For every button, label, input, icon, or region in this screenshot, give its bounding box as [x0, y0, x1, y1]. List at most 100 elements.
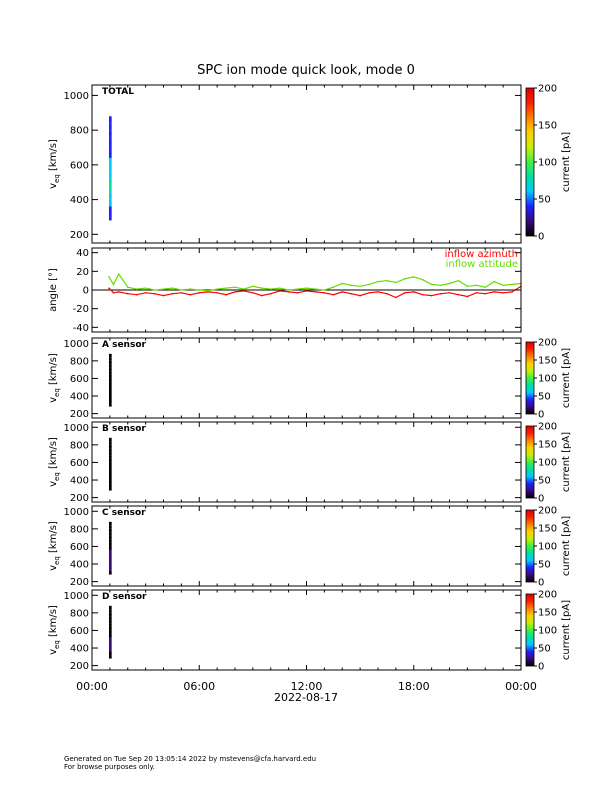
heatmap-cell: [108, 437, 112, 442]
heatmap-cell: [108, 605, 112, 610]
heatmap-cell: [108, 364, 112, 368]
series-point: [108, 287, 110, 289]
series-point: [252, 285, 254, 288]
series-point: [502, 292, 504, 294]
series-point: [135, 288, 138, 290]
series-line-1: [108, 272, 522, 292]
heatmap-cell: [108, 609, 112, 613]
panel-label: D sensor: [102, 592, 147, 602]
series-point: [412, 291, 415, 293]
y-tick-label: 400: [70, 392, 89, 403]
heatmap-cell: [108, 213, 112, 221]
series-point: [278, 290, 281, 292]
series-point: [118, 273, 120, 275]
y-tick-label: 800: [70, 524, 89, 535]
series-point: [112, 292, 115, 294]
colorbar-tick-label: 50: [538, 476, 551, 487]
plot-area: [92, 422, 521, 502]
colorbar-tick-label: 100: [538, 542, 557, 553]
series-point: [126, 292, 129, 295]
series-point: [350, 292, 352, 295]
y-axis-label-rest: [km/s]: [48, 353, 59, 388]
y-tick-label: 1000: [64, 423, 89, 434]
heatmap-cell: [108, 178, 112, 186]
series-point: [225, 287, 227, 289]
heatmap-cell: [108, 371, 112, 375]
y-axis-label-rest: [km/s]: [48, 521, 59, 556]
series-point: [144, 292, 147, 294]
heatmap-cell: [108, 480, 112, 484]
series-point: [108, 276, 110, 278]
y-axis-label-main: v: [48, 649, 59, 655]
heatmap-cell: [108, 535, 112, 540]
heatmap-cell: [108, 353, 112, 358]
series-point: [278, 287, 281, 289]
y-axis-label-rest: [km/s]: [48, 605, 59, 640]
series-point: [135, 293, 138, 296]
series-point: [171, 287, 174, 289]
heatmap-cell: [108, 451, 112, 456]
series-point: [359, 294, 361, 297]
y-tick-label: 600: [70, 160, 89, 171]
colorbar-tick-label: 50: [538, 392, 551, 403]
series-point: [404, 278, 406, 280]
colorbar-tick-label: 0: [538, 662, 544, 673]
heatmap-cell: [108, 640, 112, 645]
heatmap-cell: [108, 626, 112, 631]
y-axis-label-sub: eq: [53, 556, 61, 565]
heatmap-cell: [108, 157, 112, 165]
series-point: [457, 279, 460, 282]
y-axis-label-main: v: [48, 565, 59, 571]
heatmap-cell: [108, 388, 112, 393]
colorbar-tick-label: 150: [538, 524, 557, 535]
plot-area: [92, 85, 521, 243]
heatmap-cell: [108, 458, 112, 463]
y-axis-label-main: v: [48, 183, 59, 189]
series-point: [395, 281, 397, 284]
heatmap-cell: [108, 637, 112, 641]
heatmap-cell: [108, 623, 112, 627]
panel-label: C sensor: [102, 508, 146, 518]
series-point: [305, 287, 308, 289]
series-point: [395, 296, 397, 299]
plot-area: [92, 338, 521, 418]
heatmap-cell: [108, 644, 112, 649]
heatmap-cell: [108, 185, 112, 193]
y-tick-label: 200: [70, 577, 89, 588]
series-point: [377, 280, 379, 283]
y-axis-label-rest: [km/s]: [48, 437, 59, 472]
heatmap-cell: [108, 630, 112, 634]
series-point: [448, 292, 451, 294]
y-tick-label: 400: [70, 195, 89, 206]
series-point: [511, 291, 513, 293]
heatmap-cell: [108, 476, 112, 481]
series-point: [448, 282, 451, 285]
plot-area: [92, 506, 521, 586]
series-point: [323, 292, 326, 294]
heatmap-cell: [108, 546, 112, 550]
y-tick-label: 400: [70, 644, 89, 655]
series-point: [305, 290, 308, 292]
series-point: [198, 292, 201, 294]
heatmap-cell: [108, 655, 112, 659]
series-point: [421, 278, 424, 281]
series-point: [493, 291, 495, 293]
series-point: [493, 280, 495, 283]
heatmap-cell: [108, 532, 112, 536]
y-tick-label: 200: [70, 409, 89, 420]
colorbar-tick-label: 200: [538, 84, 557, 95]
heatmap-cell: [108, 399, 112, 404]
heatmap-cell: [108, 137, 112, 145]
series-point: [386, 292, 388, 295]
series-point: [314, 291, 317, 293]
heatmap-cell: [108, 360, 112, 365]
colorbar-tick-label: 0: [538, 410, 544, 421]
series-point: [269, 292, 272, 295]
series-point: [198, 289, 201, 291]
series-point: [234, 291, 236, 293]
panel-label: B sensor: [102, 424, 146, 434]
series-point: [404, 292, 406, 294]
